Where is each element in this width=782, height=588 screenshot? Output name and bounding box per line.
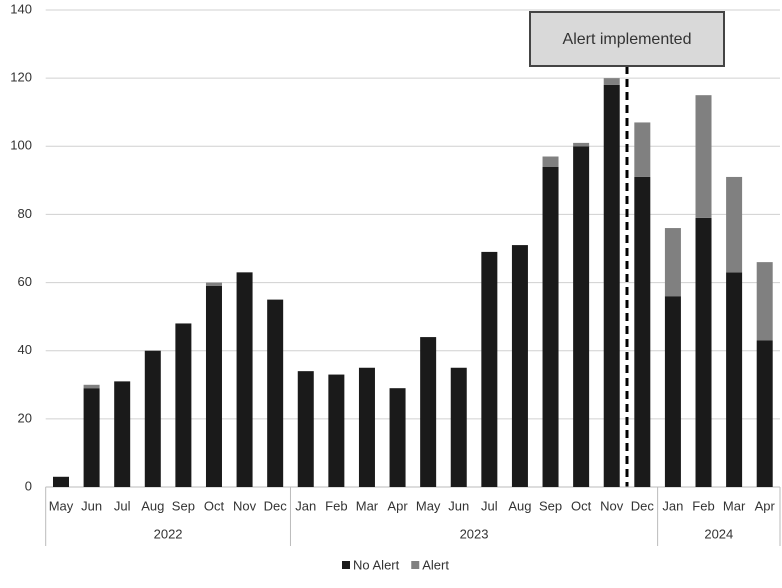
x-tick-label: Aug: [508, 498, 531, 513]
legend-swatch: [411, 561, 420, 569]
legend-swatch: [342, 561, 350, 569]
bar-segment: [236, 272, 253, 487]
y-tick-label: 40: [18, 342, 32, 357]
x-tick-label: Jul: [114, 498, 131, 513]
x-tick-label: Apr: [755, 498, 776, 513]
x-tick-label: Aug: [141, 498, 164, 513]
x-tick-label: Mar: [723, 498, 746, 513]
group-label: 2024: [704, 526, 733, 541]
bar-segment: [634, 122, 651, 177]
bar-segment: [603, 78, 620, 85]
bar-segment: [144, 350, 161, 487]
x-tick-label: Dec: [264, 498, 288, 513]
bar-segment: [726, 176, 743, 273]
bar-segment: [664, 296, 681, 487]
x-tick-label: Nov: [600, 498, 624, 513]
bar-segment: [205, 282, 222, 286]
legend-label: No Alert: [353, 557, 400, 572]
y-tick-label: 100: [10, 138, 32, 153]
bar-segment: [573, 146, 590, 488]
bar-segment: [634, 176, 651, 487]
bar-segment: [267, 299, 284, 487]
bar-segment: [756, 340, 773, 487]
bar-segment: [205, 285, 222, 487]
bar-segment: [175, 323, 192, 487]
bar-segment: [756, 262, 773, 341]
x-tick-label: Jun: [81, 498, 102, 513]
bar-segment: [297, 371, 314, 487]
annotation: Alert implemented: [563, 31, 692, 48]
x-tick-label: Oct: [571, 498, 592, 513]
bar-segment: [542, 156, 559, 167]
bar-segment: [83, 384, 100, 389]
x-tick-label: Dec: [631, 498, 655, 513]
x-tick-label: Nov: [233, 498, 257, 513]
x-tick-label: Apr: [387, 498, 408, 513]
y-tick-label: 80: [18, 206, 32, 221]
bar-segment: [603, 84, 620, 487]
x-tick-label: Jan: [662, 498, 683, 513]
x-tick-label: May: [49, 498, 74, 513]
bar-segment: [726, 272, 743, 487]
bar-segment: [573, 142, 590, 147]
x-tick-label: Jun: [448, 498, 469, 513]
bar-segment: [542, 166, 559, 487]
x-tick-label: Jan: [295, 498, 316, 513]
y-tick-label: 140: [10, 1, 32, 16]
bar-segment: [389, 388, 406, 487]
x-tick-label: May: [416, 498, 441, 513]
bar-segment: [664, 228, 681, 297]
group-label: 2023: [460, 526, 489, 541]
y-tick-label: 20: [18, 410, 32, 425]
x-tick-label: Jul: [481, 498, 498, 513]
annotation-box: [529, 11, 725, 67]
x-tick-label: Sep: [172, 498, 195, 513]
x-tick-label: Feb: [692, 498, 714, 513]
x-tick-label: Sep: [539, 498, 562, 513]
x-tick-label: Mar: [356, 498, 379, 513]
bar-segment: [420, 337, 437, 487]
bar-segment: [511, 245, 528, 487]
y-tick-label: 60: [18, 274, 32, 289]
bar-segment: [695, 217, 712, 488]
bar-segment: [450, 367, 467, 487]
bar-segment: [83, 388, 100, 487]
x-tick-label: Feb: [325, 498, 347, 513]
bar-segment: [358, 367, 375, 487]
bar-segment: [114, 381, 131, 487]
y-tick-label: 120: [10, 70, 32, 85]
bar-segment: [52, 476, 69, 487]
bar-segment: [328, 374, 345, 487]
bar-segment: [481, 251, 498, 487]
y-tick-label: 0: [25, 478, 32, 493]
group-label: 2022: [154, 526, 183, 541]
bar-segment: [695, 95, 712, 218]
x-tick-label: Oct: [204, 498, 225, 513]
legend-label: Alert: [422, 557, 449, 572]
